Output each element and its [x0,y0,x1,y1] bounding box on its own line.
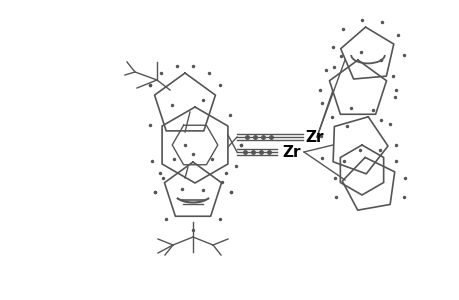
Text: Zr: Zr [304,130,323,145]
Text: Zr: Zr [281,145,300,160]
